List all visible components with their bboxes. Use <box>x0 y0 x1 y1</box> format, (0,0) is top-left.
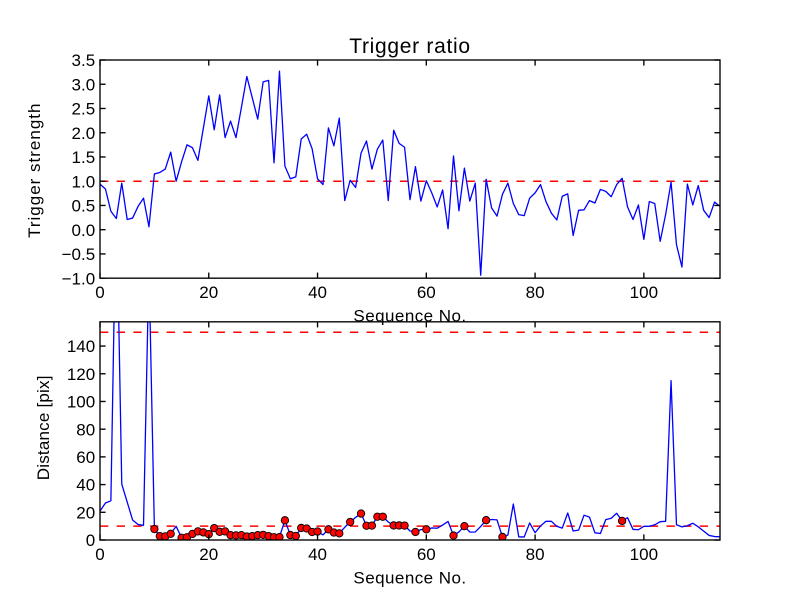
svg-text:100: 100 <box>630 283 658 302</box>
svg-text:0.5: 0.5 <box>72 197 96 216</box>
svg-text:2.0: 2.0 <box>72 124 96 143</box>
svg-text:−1.0: −1.0 <box>62 269 96 288</box>
svg-text:Sequence No.: Sequence No. <box>353 568 466 587</box>
svg-text:Trigger ratio: Trigger ratio <box>349 35 471 58</box>
svg-text:−0.5: −0.5 <box>62 245 96 264</box>
svg-text:3.0: 3.0 <box>72 75 96 94</box>
svg-text:20: 20 <box>199 283 218 302</box>
svg-text:120: 120 <box>67 365 95 384</box>
svg-text:100: 100 <box>630 545 658 564</box>
svg-text:80: 80 <box>526 545 545 564</box>
svg-text:80: 80 <box>526 283 545 302</box>
svg-text:Sequence No.: Sequence No. <box>353 307 466 326</box>
svg-text:0: 0 <box>95 545 104 564</box>
svg-text:20: 20 <box>199 545 218 564</box>
svg-text:80: 80 <box>76 420 95 439</box>
svg-text:40: 40 <box>308 283 327 302</box>
svg-text:40: 40 <box>308 545 327 564</box>
svg-text:0: 0 <box>95 283 104 302</box>
svg-text:1.0: 1.0 <box>72 172 96 191</box>
svg-text:60: 60 <box>76 448 95 467</box>
svg-text:0: 0 <box>86 531 95 550</box>
svg-text:1.5: 1.5 <box>72 148 96 167</box>
svg-text:3.5: 3.5 <box>72 51 96 70</box>
svg-text:60: 60 <box>417 283 436 302</box>
svg-text:40: 40 <box>76 476 95 495</box>
svg-text:0.0: 0.0 <box>72 221 96 240</box>
svg-text:2.5: 2.5 <box>72 100 96 119</box>
svg-text:Trigger strength: Trigger strength <box>25 103 44 238</box>
svg-text:140: 140 <box>67 337 95 356</box>
svg-text:100: 100 <box>67 393 95 412</box>
svg-text:60: 60 <box>417 545 436 564</box>
svg-text:20: 20 <box>76 503 95 522</box>
svg-text:Distance [pix]: Distance [pix] <box>34 375 53 480</box>
